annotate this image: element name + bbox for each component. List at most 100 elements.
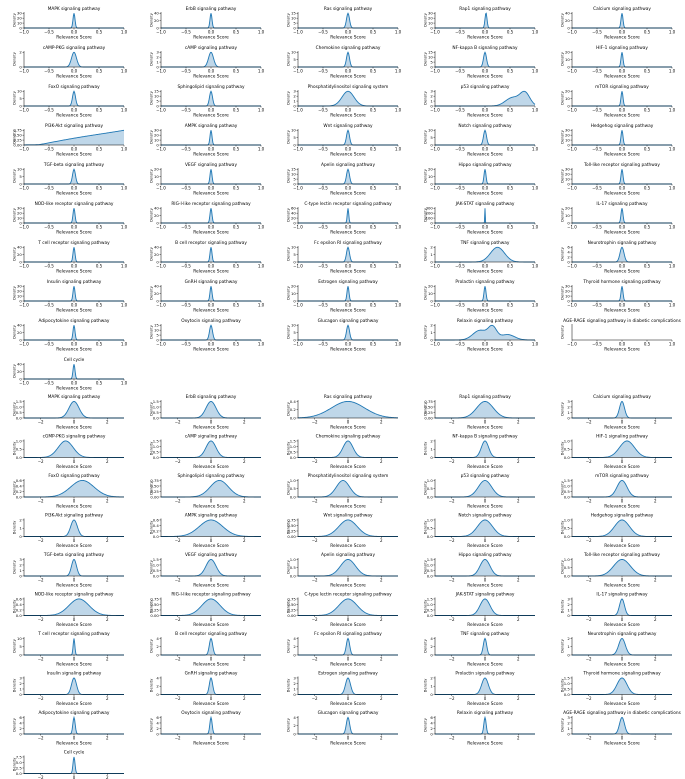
- y-tick-label: 1.0: [153, 404, 160, 409]
- x-axis-label: Relevance Score: [604, 230, 640, 236]
- y-axis-label: Density: [287, 285, 291, 300]
- y-tick-label: 40: [154, 284, 159, 289]
- x-tick-label: 0.5: [507, 342, 514, 347]
- x-tick-label: 0: [73, 657, 76, 662]
- y-tick-label: 0: [430, 220, 433, 225]
- y-tick-label: 1.0: [564, 483, 571, 488]
- y-tick-label: 2: [19, 681, 22, 686]
- x-tick-label: 0.0: [345, 342, 352, 347]
- y-tick-label: 0: [156, 142, 159, 147]
- y-tick-label: 0.50: [150, 602, 159, 607]
- x-tick-label: −0.5: [318, 30, 328, 35]
- density-fill: [298, 440, 398, 458]
- x-tick-label: −1.0: [19, 381, 29, 386]
- density-panel: RIG-I-like receptor signaling pathway −1.…: [150, 201, 265, 236]
- x-axis-label: Relevance Score: [330, 35, 366, 41]
- y-tick-label: 0.5: [427, 607, 434, 612]
- y-tick-label: 0.5: [16, 410, 23, 415]
- density-panel: Phosphatidylinositol signaling system −2 0…: [287, 473, 398, 510]
- panel-title: Glucagon signaling pathway: [318, 318, 379, 324]
- density-panel: Fc epsilon RI signaling pathway −1.0 −0.5 0…: [287, 240, 402, 275]
- y-tick-label: 20: [291, 284, 296, 289]
- x-tick-label: −0.5: [592, 108, 602, 113]
- x-tick-label: 0: [210, 578, 213, 583]
- y-axis-label: Density: [561, 12, 565, 27]
- x-tick-label: −0.5: [44, 225, 54, 230]
- density-panel: Rap1 signaling pathway −2 0 2 Relevance Scor…: [424, 394, 535, 431]
- y-tick-label: 4: [19, 720, 22, 725]
- x-axis-label: Relevance Score: [330, 191, 366, 197]
- y-axis-label: Density: [287, 12, 291, 27]
- density-fill: [161, 519, 261, 537]
- density-fill: [298, 401, 398, 418]
- density-panel: Ras signaling pathway −1.0 −0.5 0.0 0.5 1.0 Re…: [287, 6, 402, 41]
- y-tick-label: 40: [291, 210, 296, 215]
- y-tick-label: 1: [430, 684, 433, 689]
- y-tick-label: 0: [567, 652, 570, 657]
- y-tick-label: 6: [430, 715, 433, 720]
- x-tick-label: 0.5: [370, 108, 377, 113]
- x-tick-label: −1.0: [430, 108, 440, 113]
- x-axis-label: Relevance Score: [193, 464, 229, 470]
- x-tick-label: −0.5: [455, 30, 465, 35]
- density-panel: NOD-like receptor signaling pathway −1.0 −…: [13, 201, 128, 236]
- x-tick-label: 0.0: [208, 108, 215, 113]
- density-fill: [161, 247, 261, 262]
- x-tick-label: 0: [210, 736, 213, 741]
- x-tick-label: −2: [586, 538, 592, 543]
- y-axis-label: Density: [424, 285, 428, 300]
- density-fill: [572, 519, 672, 537]
- panel-title: Sphingolipid signaling pathway: [177, 473, 244, 479]
- y-tick-label: 0.0: [290, 573, 297, 578]
- x-axis-label: Relevance Score: [330, 622, 366, 628]
- x-tick-label: −1.0: [19, 342, 29, 347]
- y-tick-label: 0.2: [153, 528, 160, 533]
- y-tick-label: 0.25: [424, 410, 433, 415]
- y-tick-label: 10: [154, 137, 159, 142]
- x-tick-label: −2: [586, 459, 592, 464]
- y-tick-label: 0: [156, 103, 159, 108]
- density-panel: FoxO signaling pathway −1.0 −0.5 0.0 0.5 1.0 R…: [13, 84, 128, 119]
- y-tick-label: 5: [19, 644, 22, 649]
- x-tick-label: −2: [586, 617, 592, 622]
- x-tick-label: −0.5: [181, 342, 191, 347]
- y-axis-label: Density: [561, 717, 565, 732]
- y-tick-label: 20: [17, 369, 22, 374]
- x-tick-label: 1.0: [121, 108, 128, 113]
- y-tick-label: 0: [156, 259, 159, 264]
- y-tick-label: 10: [565, 176, 570, 181]
- x-tick-label: 0.0: [71, 225, 78, 230]
- x-tick-label: 1.0: [532, 264, 539, 269]
- density-panel: Calcium signaling pathway −2 0 2 Relevance S…: [561, 394, 672, 431]
- x-tick-label: 0.0: [482, 225, 489, 230]
- y-tick-label: 0: [19, 64, 22, 69]
- y-tick-label: 0.4: [153, 523, 160, 528]
- x-tick-label: 2: [380, 578, 383, 583]
- x-tick-label: 2: [243, 578, 246, 583]
- density-fill: [24, 91, 124, 106]
- x-tick-label: 1.0: [258, 108, 265, 113]
- y-tick-label: 0: [430, 181, 433, 186]
- panel-title: Hippo signaling pathway: [458, 552, 512, 558]
- y-tick-label: 0.0: [290, 415, 297, 420]
- density-panel: ErbB signaling pathway −1.0 −0.5 0.0 0.5 1.0 R…: [150, 6, 265, 41]
- x-axis-label: Relevance Score: [467, 230, 503, 236]
- density-panel: cAMP signaling pathway −2 0 2 Relevance Scor…: [150, 434, 261, 470]
- y-tick-label: 20: [17, 330, 22, 335]
- y-tick-label: 1.5: [153, 557, 160, 562]
- x-tick-label: −0.5: [318, 69, 328, 74]
- y-tick-label: 1.5: [290, 438, 297, 443]
- density-panel: Toll-like receptor signaling pathway −2 0 2…: [561, 552, 672, 589]
- x-tick-label: 1.0: [669, 186, 676, 191]
- x-axis-label: Relevance Score: [56, 543, 92, 549]
- x-tick-label: −1.0: [19, 108, 29, 113]
- density-fill: [24, 208, 124, 223]
- panel-title: Apelin signaling pathway: [321, 552, 375, 558]
- y-tick-label: 0: [293, 337, 296, 342]
- y-tick-label: 2: [430, 323, 433, 328]
- y-tick-label: 5.0: [16, 760, 23, 765]
- x-tick-label: 0.0: [482, 108, 489, 113]
- density-fill: [298, 286, 398, 301]
- x-tick-label: −0.5: [592, 225, 602, 230]
- x-tick-label: −0.5: [181, 303, 191, 308]
